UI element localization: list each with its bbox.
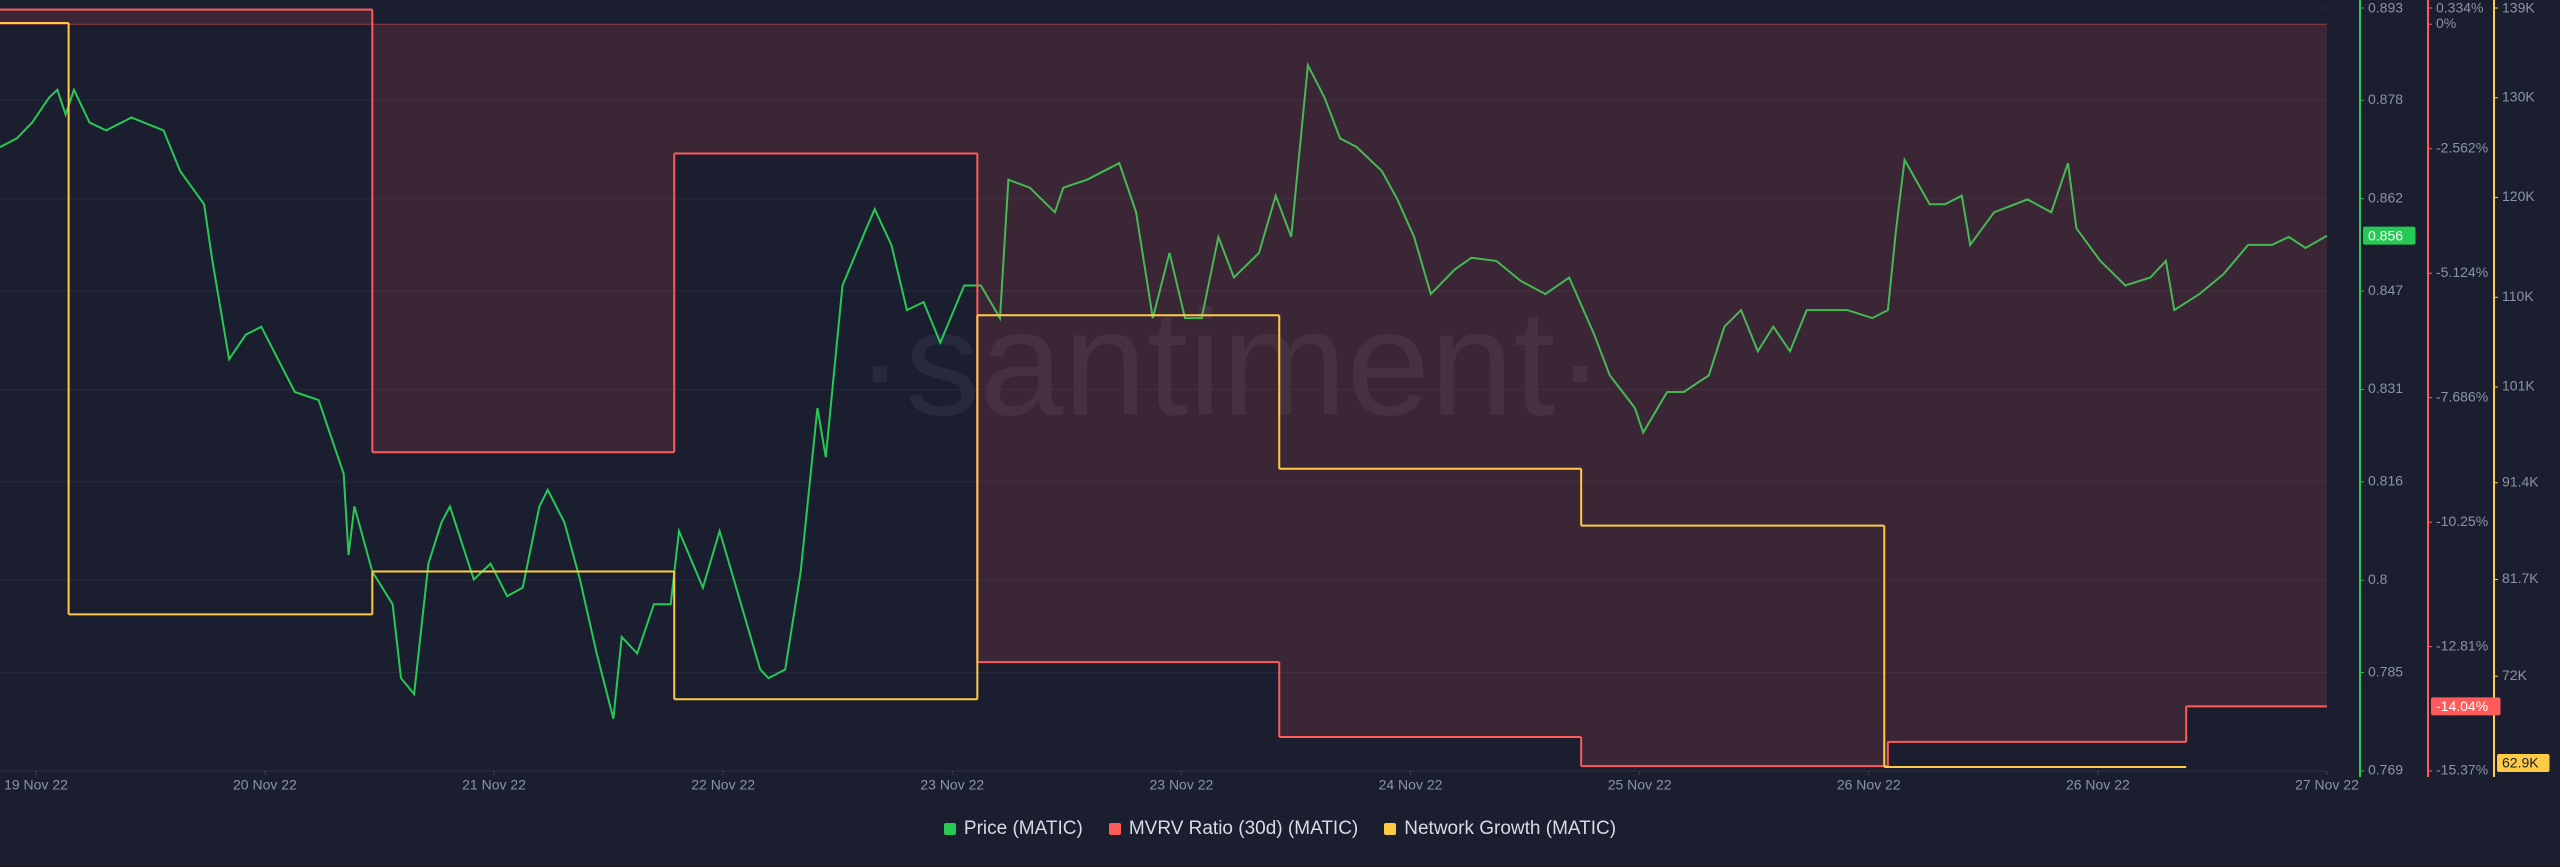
legend-item[interactable]: Network Growth (MATIC) — [1384, 818, 1616, 840]
value-badge-label: 0.856 — [2368, 227, 2403, 243]
price-line — [0, 61, 2328, 719]
y-tick-label: 0.862 — [2368, 189, 2403, 205]
legend-label: MVRV Ratio (30d) (MATIC) — [1128, 818, 1359, 839]
x-tick-label: 19 Nov 22 — [4, 777, 68, 793]
mvrv-area — [2186, 24, 2327, 707]
x-tick-label: 20 Nov 22 — [233, 777, 297, 793]
mvrv-area — [1887, 24, 2187, 742]
x-tick-label: 26 Nov 22 — [2066, 777, 2130, 793]
y-tick-label: 81.7K — [2502, 570, 2539, 586]
legend-swatch — [1384, 823, 1397, 835]
y-tick-label: 0.847 — [2368, 282, 2403, 298]
mvrv-area — [1279, 24, 1582, 737]
mvrv-area — [1581, 24, 1888, 767]
x-tick-label: 23 Nov 22 — [920, 777, 984, 793]
legend-swatch — [943, 823, 956, 835]
y-tick-label: 0.893 — [2368, 0, 2403, 16]
y-tick-label: -15.37% — [2436, 762, 2488, 778]
value-badge — [2363, 226, 2416, 245]
x-tick-label: 21 Nov 22 — [462, 777, 526, 793]
watermark: ·santiment· — [855, 279, 1605, 447]
y-tick-label: -12.81% — [2436, 637, 2488, 653]
chart: ·santiment·0.8930.8780.8620.8470.8310.81… — [0, 0, 2550, 793]
legend-item[interactable]: Price (MATIC) — [943, 818, 1083, 840]
y-tick-label: 110K — [2502, 288, 2534, 304]
legend-item[interactable]: MVRV Ratio (30d) (MATIC) — [1108, 818, 1359, 840]
y-tick-label: 0.878 — [2368, 91, 2403, 107]
value-badge-label: 62.9K — [2502, 755, 2539, 771]
y-tick-label: 101K — [2502, 378, 2535, 394]
y-tick-label: 120K — [2502, 188, 2535, 204]
x-tick-label: 22 Nov 22 — [691, 777, 755, 793]
mvrv-area — [0, 9, 373, 25]
y-tick-label: -2.562% — [2436, 139, 2488, 155]
mvrv-area — [372, 24, 675, 453]
mvrv-area — [977, 24, 1280, 663]
y-tick-label: 0.334% — [2436, 0, 2483, 16]
mvrv-area — [674, 24, 978, 154]
legend: Price (MATIC) MVRV Ratio (30d) (MATIC) Net… — [0, 818, 2560, 840]
x-tick-label: 23 Nov 22 — [1149, 777, 1213, 793]
y-tick-label: -7.686% — [2436, 388, 2488, 404]
legend-label: Price (MATIC) — [963, 818, 1083, 839]
y-tick-label: 130K — [2502, 88, 2535, 104]
y-tick-label: 0.816 — [2368, 473, 2403, 489]
y-tick-label: 72K — [2502, 667, 2528, 683]
y-tick-label: -5.124% — [2436, 264, 2488, 280]
x-tick-label: 26 Nov 22 — [1837, 777, 1901, 793]
x-tick-label: 27 Nov 22 — [2295, 777, 2359, 793]
y-tick-label: 91.4K — [2502, 473, 2539, 489]
x-tick-label: 25 Nov 22 — [1608, 777, 1672, 793]
y-tick-label: 0% — [2436, 15, 2456, 31]
y-tick-label: -10.25% — [2436, 513, 2488, 529]
y-tick-label: 0.831 — [2368, 380, 2403, 396]
legend-swatch — [1108, 823, 1121, 835]
legend-label: Network Growth (MATIC) — [1404, 818, 1617, 839]
value-badge — [2431, 697, 2501, 716]
value-badge — [2497, 754, 2550, 772]
x-tick-label: 24 Nov 22 — [1379, 777, 1443, 793]
y-tick-label: 139K — [2502, 0, 2535, 16]
y-tick-label: 0.785 — [2368, 663, 2403, 679]
y-tick-label: 0.8 — [2368, 571, 2388, 587]
value-badge-label: -14.04% — [2436, 698, 2488, 714]
y-tick-label: 0.769 — [2368, 762, 2403, 778]
